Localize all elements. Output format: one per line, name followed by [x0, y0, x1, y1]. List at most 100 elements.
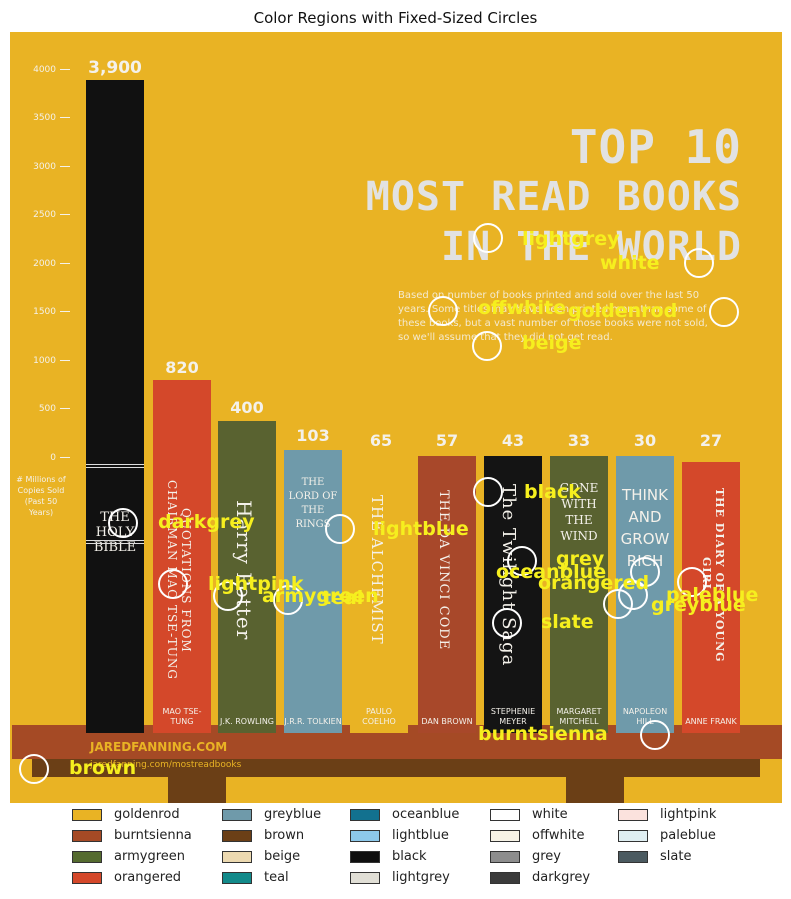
- book-spine-alchemist: THE ALCHEMIST PAULO COELHO: [350, 460, 408, 733]
- legend-item: darkgrey: [490, 869, 590, 887]
- region-marker-circle: [507, 546, 537, 576]
- region-marker-circle: [684, 248, 714, 278]
- legend-swatch: [222, 850, 252, 863]
- region-marker-circle: [618, 580, 648, 610]
- legend-item: greyblue: [222, 806, 321, 824]
- value-label: 65: [369, 431, 393, 450]
- bar-bible: [86, 80, 144, 460]
- region-label: paleblue: [666, 584, 759, 606]
- legend-item: paleblue: [618, 827, 716, 845]
- axis-tick: 3500: [30, 113, 70, 123]
- region-label: goldenrod: [568, 300, 678, 322]
- legend-swatch: [350, 871, 380, 884]
- legend-item: brown: [222, 827, 304, 845]
- legend-swatch: [222, 871, 252, 884]
- value-label: 33: [567, 431, 591, 450]
- book-spine-gone-with-the-wind: GONE WITH THE WIND MARGARET MITCHELL: [550, 456, 608, 733]
- legend-item: oceanblue: [350, 806, 459, 824]
- value-label: 27: [699, 431, 723, 450]
- region-label: greyblue: [651, 594, 746, 616]
- infographic-image: 4000 3500 3000 2500 2000 1500 1000 500 0…: [10, 32, 782, 803]
- region-marker-circle: [473, 477, 503, 507]
- region-label: black: [524, 481, 581, 503]
- legend-item: lightgrey: [350, 869, 450, 887]
- legend-item: beige: [222, 848, 300, 866]
- region-label: lightblue: [373, 518, 469, 540]
- legend-swatch: [222, 829, 252, 842]
- headline-line-1: TOP 10: [569, 120, 742, 174]
- region-marker-circle: [473, 223, 503, 253]
- legend-swatch: [72, 850, 102, 863]
- value-label: 3,900: [88, 58, 142, 78]
- book-spine-anne-frank: THE DIARY OF A YOUNG GIRL ANNE FRANK: [682, 462, 740, 733]
- region-marker-circle: [213, 581, 243, 611]
- legend-item: orangered: [72, 869, 181, 887]
- region-label: darkgrey: [158, 511, 255, 533]
- value-label: 43: [501, 431, 525, 450]
- legend-swatch: [350, 850, 380, 863]
- region-label: white: [600, 252, 660, 274]
- legend-item: black: [350, 848, 427, 866]
- shelf-base: [32, 759, 760, 777]
- legend-item: offwhite: [490, 827, 585, 845]
- region-label: armygreen: [262, 585, 379, 607]
- value-label: 400: [230, 398, 264, 417]
- axis-tick: 4000: [30, 65, 70, 75]
- legend-swatch: [618, 808, 648, 821]
- region-marker-circle: [640, 720, 670, 750]
- legend-item: lightblue: [350, 827, 449, 845]
- figure-title: Color Regions with Fixed-Sized Circles: [253, 9, 538, 27]
- region-marker-circle: [472, 331, 502, 361]
- axis-tick: 1500: [30, 307, 70, 317]
- region-marker-circle: [273, 585, 303, 615]
- axis-note: # Millions of Copies Sold (Past 50 Years…: [16, 475, 66, 517]
- legend-item: teal: [222, 869, 289, 887]
- region-marker-circle: [428, 296, 458, 326]
- value-label: 57: [435, 431, 459, 450]
- region-label: brown: [69, 757, 137, 779]
- legend-swatch: [618, 829, 648, 842]
- legend-item: lightpink: [618, 806, 716, 824]
- legend-swatch: [72, 871, 102, 884]
- legend-swatch: [350, 829, 380, 842]
- region-marker-circle: [19, 754, 49, 784]
- blurb-text: Based on number of books printed and sol…: [398, 290, 708, 343]
- legend-item: grey: [490, 848, 561, 866]
- value-label: 820: [165, 358, 199, 377]
- bar-mao: [153, 380, 211, 460]
- book-spine-bible: THE HOLY BIBLE: [86, 460, 144, 733]
- shelf-leg: [168, 777, 226, 803]
- legend-swatch: [350, 808, 380, 821]
- region-label: burntsienna: [478, 723, 608, 745]
- region-label: grey: [556, 548, 605, 570]
- legend-item: slate: [618, 848, 691, 866]
- legend-swatch: [72, 808, 102, 821]
- bar-lotr: [284, 450, 342, 460]
- axis-tick: 2000: [30, 259, 70, 269]
- legend-swatch: [618, 850, 648, 863]
- book-spine-mao: QUOTATIONS FROM CHAIRMAN MAO TSE-TUNG MA…: [153, 460, 211, 733]
- legend-item: goldenrod: [72, 806, 180, 824]
- book-spine-da-vinci: THE DA VINCI CODE DAN BROWN: [418, 456, 476, 733]
- axis-tick: 1000: [30, 356, 70, 366]
- value-label: 103: [296, 426, 330, 445]
- legend-swatch: [490, 850, 520, 863]
- region-label: lightpink: [208, 573, 304, 595]
- legend-swatch: [222, 808, 252, 821]
- legend-item: white: [490, 806, 568, 824]
- region-marker-circle: [158, 569, 188, 599]
- region-label: beige: [522, 332, 582, 354]
- axis-tick: 500: [30, 404, 70, 414]
- region-marker-circle: [108, 508, 138, 538]
- region-marker-circle: [492, 608, 522, 638]
- region-label: offwhite: [478, 297, 567, 319]
- credit-url: jaredfanning.com/mostreadbooks: [90, 760, 242, 770]
- region-marker-circle: [677, 567, 707, 597]
- legend-swatch: [490, 829, 520, 842]
- shelf-leg: [566, 777, 624, 803]
- axis-tick: 3000: [30, 162, 70, 172]
- region-label: lightgrey: [522, 228, 620, 250]
- credit-text: JAREDFANNING.COM: [90, 740, 228, 754]
- axis-tick: 0: [30, 453, 70, 463]
- legend-swatch: [72, 829, 102, 842]
